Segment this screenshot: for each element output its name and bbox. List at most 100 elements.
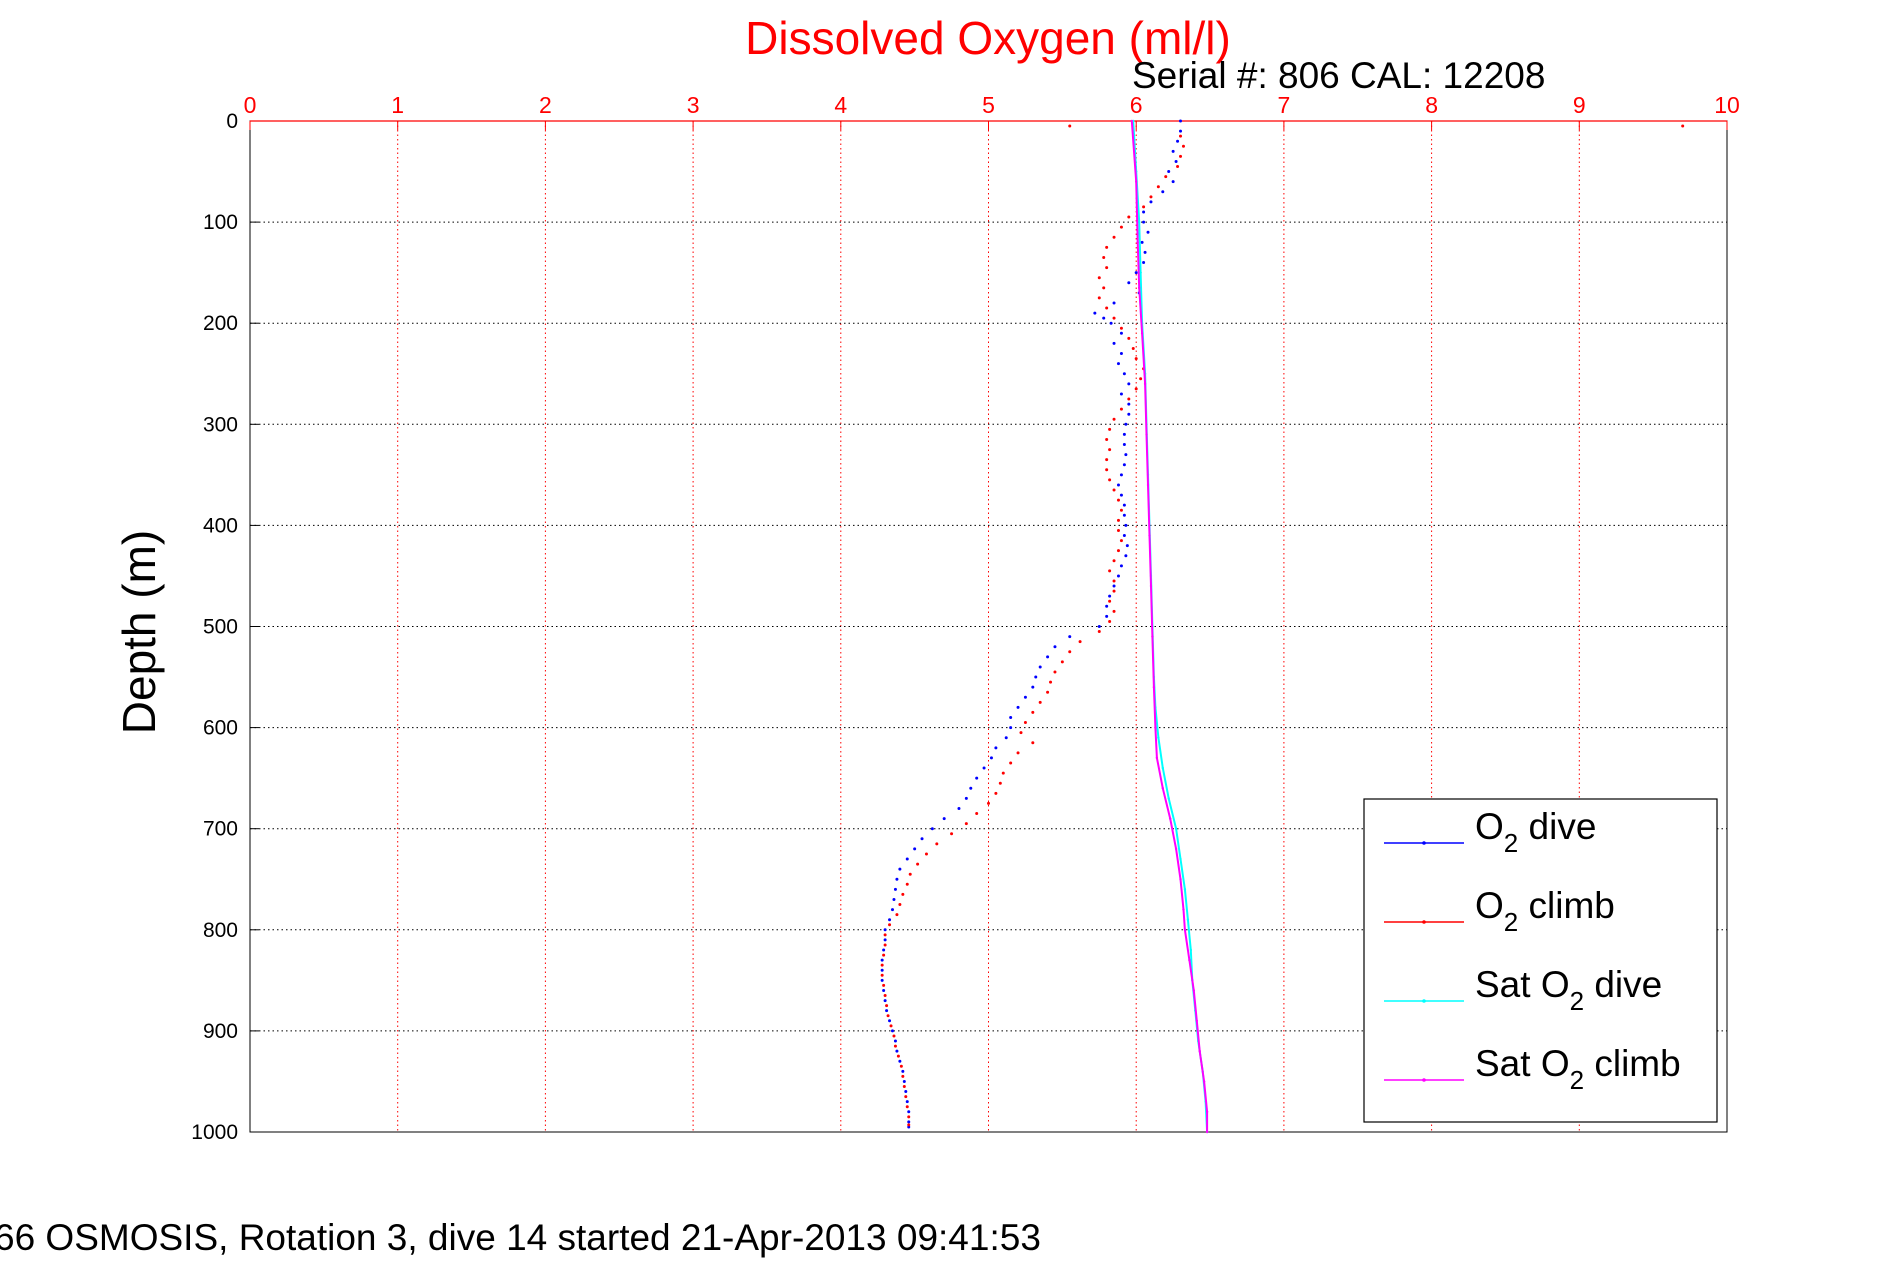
data-point-o2_dive (893, 1039, 897, 1043)
data-point-o2_dive (1122, 513, 1126, 517)
data-point-o2_dive (1038, 665, 1042, 669)
data-point-o2_dive (1124, 422, 1128, 426)
data-point-o2_dive (1140, 240, 1144, 244)
data-point-o2_dive (913, 847, 917, 851)
data-point-sat_climb (1140, 332, 1144, 335)
data-point-o2_climb (1119, 508, 1123, 512)
data-point-o2_climb (1179, 134, 1183, 138)
data-point-o2_climb (964, 822, 968, 826)
data-point-o2_dive (1171, 180, 1175, 184)
data-point-sat_climb (1205, 1110, 1209, 1113)
data-point-o2_climb (882, 983, 886, 987)
data-point-o2_dive (1097, 625, 1101, 628)
data-point-o2_climb (1112, 559, 1116, 563)
data-series (880, 119, 1685, 1134)
data-point-o2_climb (1681, 124, 1685, 128)
data-point-sat_dive (1157, 736, 1160, 739)
legend-marker (1422, 999, 1426, 1003)
data-point-o2_dive (1116, 483, 1120, 487)
data-point-sat_climb (1152, 685, 1156, 689)
data-point-o2_dive (880, 978, 884, 982)
data-point-o2_dive (1161, 190, 1165, 194)
data-point-o2_climb (908, 872, 912, 876)
data-point-o2_dive (907, 1120, 911, 1124)
data-point-o2_dive (895, 1049, 899, 1053)
data-point-o2_climb (1108, 448, 1112, 452)
data-point-sat_climb (1195, 1019, 1198, 1022)
data-point-o2_dive (1124, 554, 1128, 558)
data-point-o2_dive (890, 908, 894, 912)
data-point-sat_climb (1182, 908, 1185, 911)
data-point-o2_climb (1112, 579, 1116, 583)
serial-cal-label: Serial #: 806 CAL: 12208 (1132, 55, 1545, 96)
data-point-o2_climb (901, 1074, 905, 1078)
data-point-o2_dive (907, 1110, 911, 1114)
data-point-o2_climb (1112, 417, 1116, 421)
data-point-o2_dive (1124, 523, 1128, 527)
data-point-o2_dive (883, 999, 887, 1003)
data-point-o2_climb (896, 1054, 900, 1058)
data-point-o2_climb (1112, 589, 1116, 593)
data-point-o2_dive (989, 756, 993, 760)
data-point-sat_dive (1189, 948, 1193, 952)
data-point-o2_climb (902, 1085, 906, 1089)
legend: O2 dive O2 climb Sat O2 dive Sat O2 climb (1363, 798, 1718, 1123)
data-point-sat_climb (1188, 958, 1191, 962)
data-point-o2_climb (975, 812, 979, 816)
data-point-o2_dive (1108, 594, 1112, 598)
data-point-o2_climb (886, 1014, 890, 1018)
data-point-sat_climb (1179, 878, 1182, 881)
data-point-o2_dive (1179, 129, 1183, 133)
data-point-o2_climb (1097, 630, 1101, 634)
data-point-o2_dive (1142, 261, 1146, 265)
y-tick-label: 700 (203, 818, 238, 841)
data-point-sat_climb (1205, 1130, 1209, 1134)
data-point-o2_dive (888, 918, 892, 922)
data-point-o2_dive (1112, 301, 1116, 305)
data-point-o2_dive (1179, 119, 1183, 123)
data-point-o2_dive (905, 857, 909, 861)
data-point-sat_climb (1155, 756, 1159, 760)
data-point-o2_dive (1112, 341, 1116, 345)
data-point-o2_climb (987, 801, 990, 805)
y-tick-label: 500 (203, 616, 238, 639)
data-point-sat_climb (1192, 989, 1196, 992)
dive-footer-caption: 66 OSMOSIS, Rotation 3, dive 14 started … (0, 1217, 1041, 1258)
data-point-o2_climb (950, 832, 954, 836)
data-point-sat_dive (1174, 827, 1178, 830)
data-point-sat_climb (1149, 584, 1153, 588)
data-point-o2_climb (1112, 316, 1116, 320)
data-point-o2_dive (1102, 316, 1106, 320)
data-point-o2_dive (1105, 614, 1109, 618)
data-point-o2_climb (1102, 255, 1106, 259)
x-tick-label: 9 (1573, 92, 1586, 118)
x-tick-label: 6 (1130, 92, 1143, 118)
data-point-o2_dive (901, 1069, 905, 1073)
data-point-o2_dive (1105, 604, 1109, 608)
x-tick-labels: 0 1 2 3 4 5 6 7 8 9 10 (244, 92, 1740, 118)
series-o2_climb (880, 124, 1685, 1127)
data-point-o2_dive (898, 867, 902, 871)
data-point-o2_dive (1122, 432, 1126, 436)
series-sat_climb (1130, 119, 1209, 1134)
data-point-sat_dive (1183, 888, 1187, 891)
data-point-o2_dive (1016, 705, 1020, 709)
data-point-o2_dive (898, 1059, 902, 1063)
data-point-o2_climb (1068, 124, 1072, 128)
data-point-o2_climb (880, 963, 884, 967)
data-point-o2_climb (899, 1064, 903, 1068)
data-point-o2_dive (1127, 402, 1131, 406)
data-point-o2_climb (1108, 478, 1112, 482)
data-point-o2_climb (904, 1095, 908, 1099)
data-point-o2_climb (905, 1105, 909, 1109)
data-point-o2_climb (1038, 700, 1042, 704)
data-point-o2_dive (1122, 534, 1126, 538)
data-point-o2_climb (1019, 731, 1023, 735)
x-tick-label: 5 (982, 92, 995, 118)
data-point-o2_dive (1127, 382, 1131, 386)
data-point-o2_climb (1105, 306, 1109, 310)
data-point-o2_climb (1112, 488, 1116, 492)
data-point-o2_climb (1097, 276, 1101, 280)
data-point-o2_climb (1001, 771, 1005, 775)
data-point-o2_dive (1142, 220, 1146, 224)
